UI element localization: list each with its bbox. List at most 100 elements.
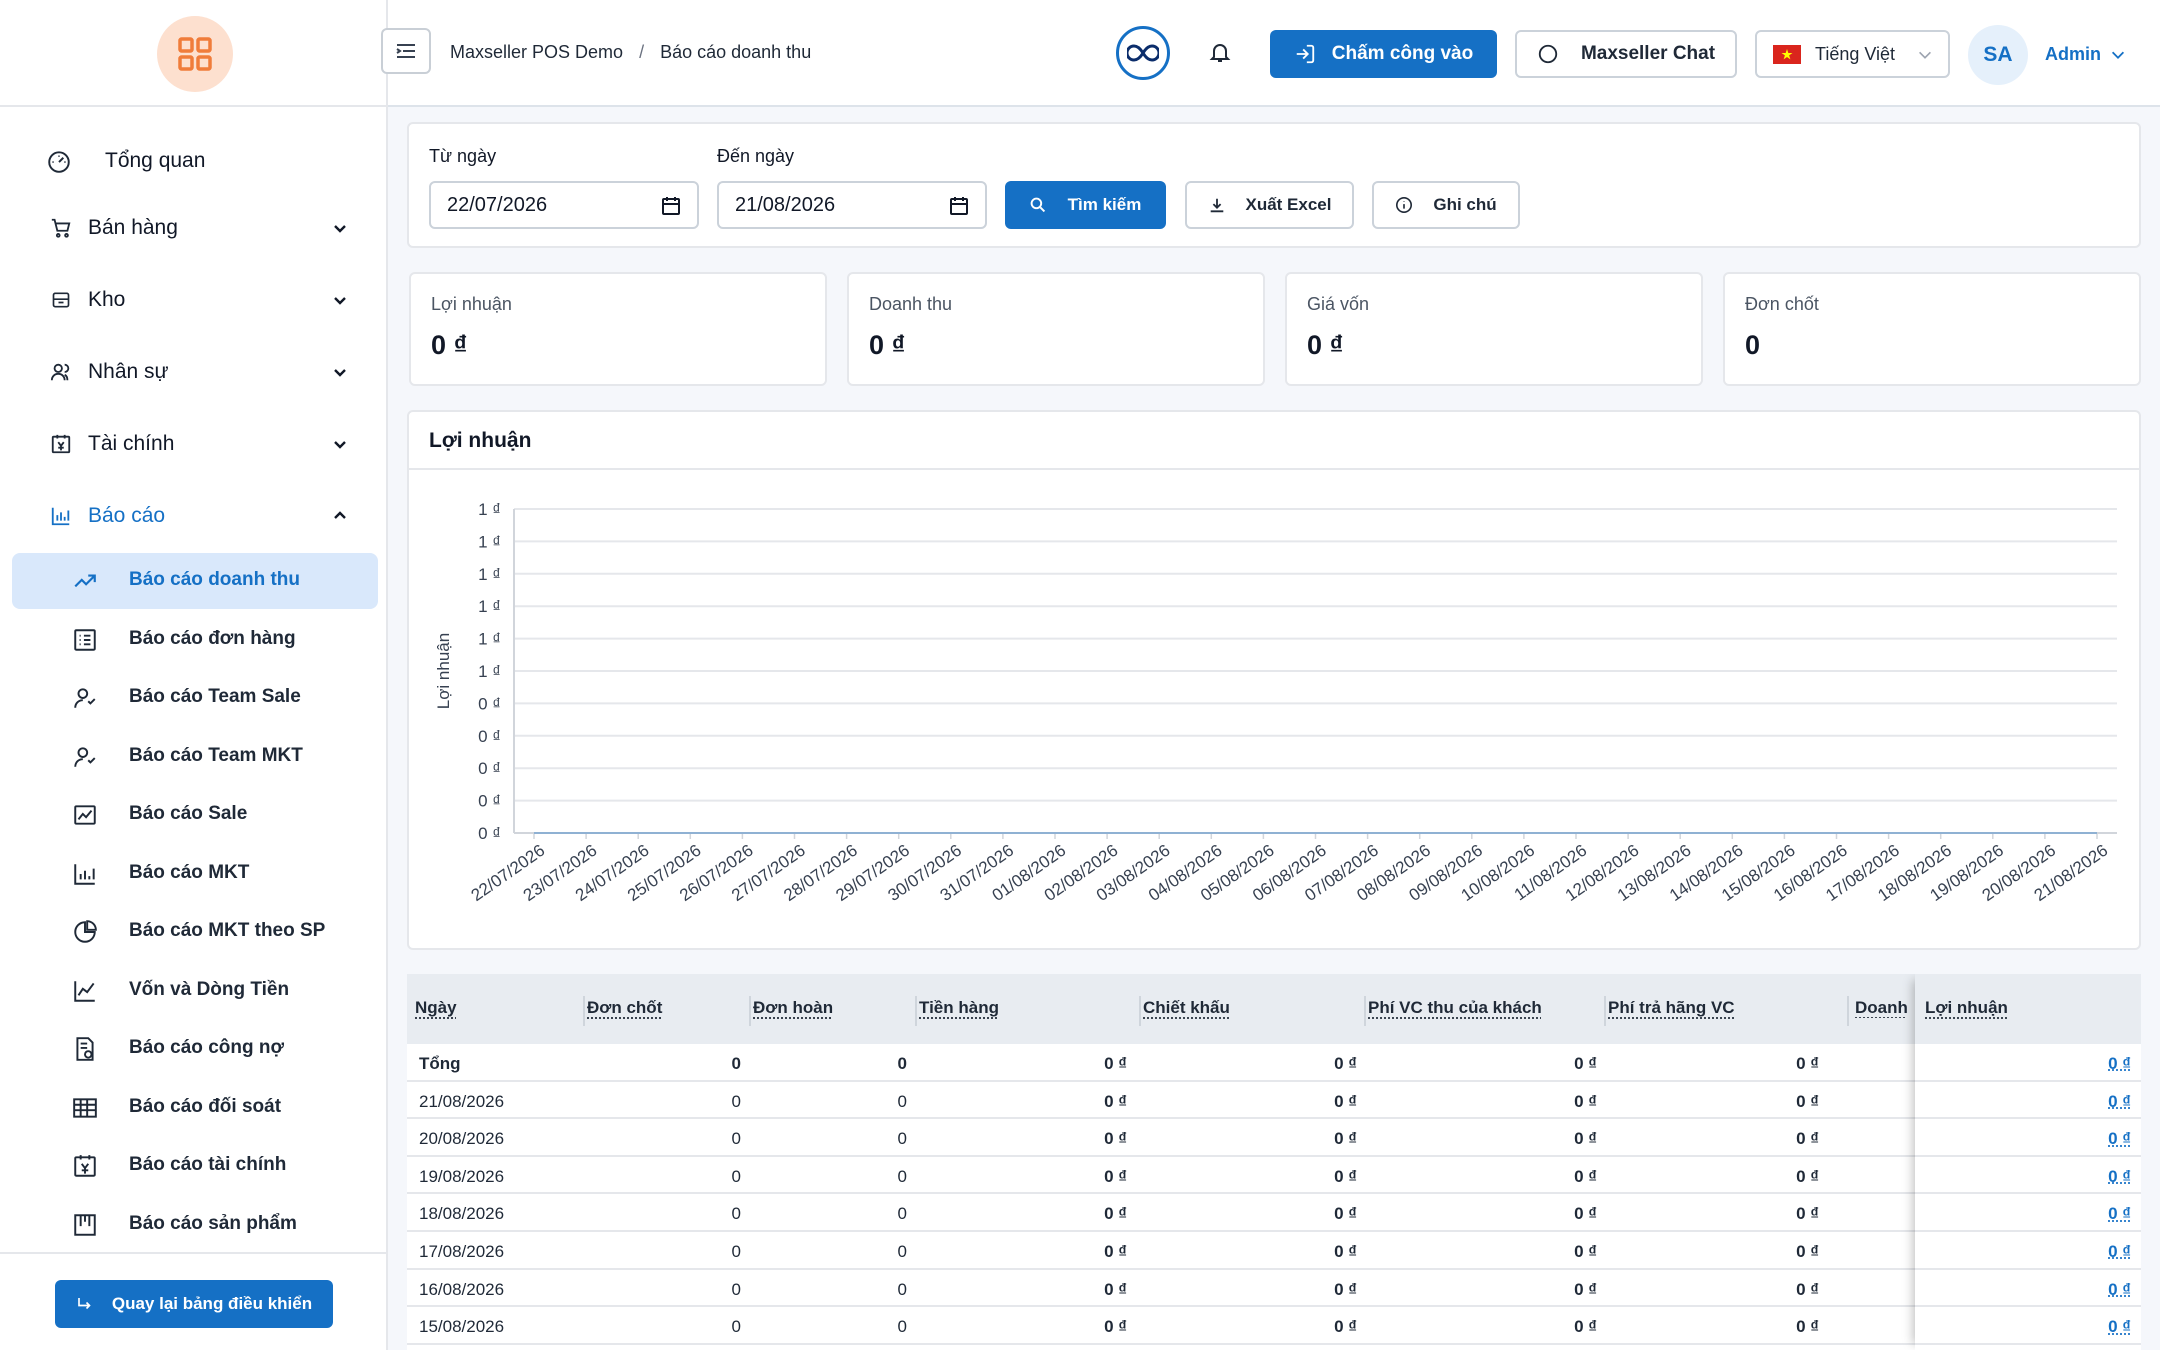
- date-cell: 21/08/2026: [419, 1091, 505, 1111]
- table-cell: 0 ₫: [1104, 1317, 1127, 1337]
- sidebar: Tổng quan Bán hàng Kho Nhân sự: [0, 0, 388, 1350]
- table-cell: 0: [731, 1091, 741, 1111]
- stat-label: Giá vốn: [1307, 294, 1370, 314]
- list-icon: [74, 629, 96, 651]
- users-icon: [48, 359, 74, 385]
- column-divider: [749, 996, 751, 1026]
- table-cell: 0 ₫: [1574, 1242, 1597, 1261]
- to-date-label: Đến ngày: [717, 146, 795, 166]
- sidebar-item-warehouse[interactable]: Kho: [0, 264, 386, 336]
- table-cell: 0: [731, 1317, 741, 1337]
- table-cell[interactable]: 0 ₫: [2108, 1129, 2131, 1149]
- table-cell: 0 ₫: [1334, 1091, 1357, 1111]
- table-cell: 0: [897, 1054, 907, 1073]
- column-header[interactable]: Phí VC thu của khách: [1368, 998, 1542, 1017]
- app-logo[interactable]: [157, 16, 233, 92]
- to-date-input[interactable]: 21/08/2026: [717, 181, 987, 229]
- document-icon: [76, 1037, 94, 1061]
- stat-label: Lợi nhuận: [431, 294, 512, 314]
- sidebar-subitem-product-report[interactable]: Báo cáo sản phẩm: [12, 1197, 378, 1253]
- sidebar-subitem-label: Báo cáo sản phẩm: [129, 1213, 297, 1234]
- column-header[interactable]: Tiền hàng: [919, 998, 999, 1017]
- check-in-label: Chấm công vào: [1331, 43, 1474, 64]
- sidebar-item-overview[interactable]: Tổng quan: [0, 130, 386, 192]
- column-header[interactable]: Lợi nhuận: [1925, 998, 2008, 1017]
- y-tick-label: 1 ₫: [478, 532, 501, 551]
- sidebar-subitem-label: Báo cáo Sale: [129, 803, 248, 824]
- table-cell: 0 ₫: [1574, 1166, 1597, 1186]
- sidebar-toggle-button[interactable]: [381, 28, 431, 74]
- table-cell: 0 ₫: [1104, 1204, 1127, 1224]
- sidebar-item-sales[interactable]: Bán hàng: [0, 192, 386, 264]
- from-date-input[interactable]: 22/07/2026: [429, 181, 699, 229]
- date-cell: 17/08/2026: [419, 1242, 505, 1261]
- export-excel-button[interactable]: Xuất Excel: [1185, 181, 1354, 229]
- date-cell: Tổng: [419, 1054, 461, 1073]
- table-cell[interactable]: 0 ₫: [2108, 1279, 2131, 1299]
- chat-button[interactable]: Maxseller Chat: [1515, 30, 1737, 78]
- notification-bell-icon[interactable]: [1208, 40, 1234, 66]
- search-button[interactable]: Tìm kiếm: [1005, 181, 1166, 229]
- sidebar-subitem-sale-report[interactable]: Báo cáo Sale: [12, 787, 378, 843]
- sidebar-subitem-financial-report[interactable]: Báo cáo tài chính: [12, 1138, 378, 1194]
- table-cell: 0: [731, 1242, 741, 1261]
- table-cell: 0 ₫: [1796, 1242, 1819, 1261]
- table-cell[interactable]: 0 ₫: [2108, 1204, 2131, 1224]
- table-cell[interactable]: 0 ₫: [2108, 1054, 2131, 1073]
- language-select[interactable]: Tiếng Việt: [1755, 30, 1950, 78]
- user-menu[interactable]: Admin: [2045, 44, 2127, 65]
- column-divider: [1604, 996, 1606, 1026]
- table-cell: 0 ₫: [1334, 1166, 1357, 1186]
- sidebar-subitem-team-sale-report[interactable]: Báo cáo Team Sale: [12, 670, 378, 726]
- chevron-down-icon: [334, 297, 346, 305]
- sidebar-subitem-reconciliation-report[interactable]: Báo cáo đối soát: [12, 1080, 378, 1136]
- column-header[interactable]: Phí trả hãng VC: [1608, 998, 1735, 1017]
- column-header[interactable]: Đơn hoàn: [753, 998, 834, 1017]
- sidebar-subitem-capital-cashflow[interactable]: Vốn và Dòng Tiền: [12, 963, 378, 1019]
- table-cell[interactable]: 0 ₫: [2108, 1242, 2131, 1261]
- table-cell: 0 ₫: [1574, 1091, 1597, 1111]
- infinity-button[interactable]: [1116, 26, 1170, 80]
- sidebar-subitem-debt-report[interactable]: Báo cáo công nợ: [12, 1021, 378, 1077]
- check-in-button[interactable]: Chấm công vào: [1270, 30, 1497, 78]
- table-cell[interactable]: 0 ₫: [2108, 1166, 2131, 1186]
- bar-chart-icon: [74, 864, 95, 885]
- column-header[interactable]: Ngày: [415, 998, 457, 1017]
- table-cell: 0: [897, 1204, 907, 1224]
- table-icon: [73, 1098, 97, 1118]
- stat-card-profit: Lợi nhuận 0 ₫: [409, 272, 827, 386]
- sidebar-subitem-mkt-report[interactable]: Báo cáo MKT: [12, 846, 378, 902]
- sidebar-item-label: Nhân sự: [88, 360, 169, 383]
- column-header[interactable]: Đơn chốt: [587, 998, 663, 1017]
- date-cell: 20/08/2026: [419, 1129, 505, 1149]
- sidebar-subitem-team-mkt-report[interactable]: Báo cáo Team MKT: [12, 729, 378, 785]
- sidebar-subitem-mkt-by-product-report[interactable]: Báo cáo MKT theo SP: [12, 904, 378, 960]
- calendar-icon[interactable]: [661, 196, 681, 216]
- column-header[interactable]: Doanh: [1855, 998, 1908, 1017]
- download-icon: [1210, 198, 1223, 213]
- table-cell: 0: [731, 1129, 741, 1149]
- grid-logo-icon: [178, 37, 212, 71]
- sidebar-subitem-revenue-report[interactable]: Báo cáo doanh thu: [12, 553, 378, 609]
- team-icon: [74, 747, 96, 767]
- chat-icon: [1538, 44, 1558, 64]
- column-header[interactable]: Chiết khấu: [1143, 998, 1230, 1017]
- sidebar-item-reports[interactable]: Báo cáo: [0, 480, 386, 552]
- table-cell: 0 ₫: [1796, 1054, 1819, 1073]
- y-tick-label: 0 ₫: [478, 759, 501, 778]
- table-cell[interactable]: 0 ₫: [2108, 1091, 2131, 1111]
- sidebar-subitem-label: Báo cáo MKT theo SP: [129, 920, 326, 941]
- avatar[interactable]: SA: [1968, 25, 2028, 85]
- chat-label: Maxseller Chat: [1580, 43, 1716, 64]
- sidebar-item-hr[interactable]: Nhân sự: [0, 336, 386, 408]
- back-to-dashboard-button[interactable]: Quay lại bảng điều khiển: [55, 1280, 333, 1328]
- breadcrumb-home[interactable]: Maxseller POS Demo: [450, 42, 624, 62]
- sidebar-subitem-order-report[interactable]: Báo cáo đơn hàng: [12, 612, 378, 668]
- stat-label: Doanh thu: [869, 294, 953, 314]
- sidebar-item-finance[interactable]: Tài chính: [0, 408, 386, 480]
- table-cell: 0 ₫: [1104, 1054, 1127, 1073]
- note-button[interactable]: Ghi chú: [1372, 181, 1520, 229]
- sidebar-subitem-label: Vốn và Dòng Tiền: [129, 979, 290, 1000]
- calendar-icon[interactable]: [949, 196, 969, 216]
- table-cell[interactable]: 0 ₫: [2108, 1317, 2131, 1337]
